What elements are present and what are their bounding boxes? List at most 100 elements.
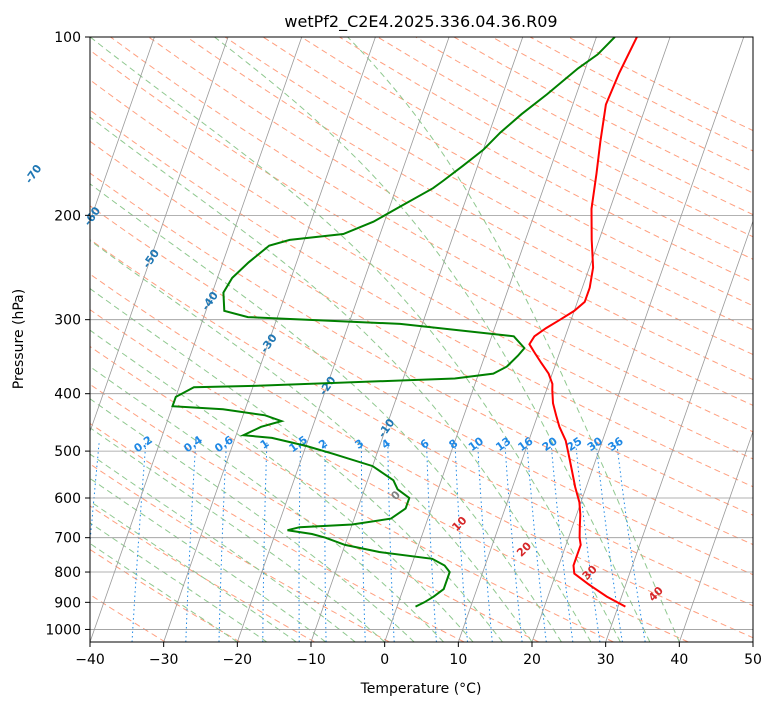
- moist-adiabat-line: [347, 37, 680, 642]
- profiles: [171, 37, 638, 608]
- dry-adiabat-line: [90, 172, 753, 546]
- isotherm-line: [605, 219, 753, 642]
- moist-adiabat-label: -50: [140, 247, 162, 271]
- moist-adiabat-line: [90, 522, 268, 642]
- y-tick-label: 100: [54, 30, 81, 46]
- mixing-ratio-line: [298, 440, 302, 642]
- dry-adiabat-line: [90, 79, 753, 460]
- mixing-ratio-line: [504, 440, 523, 642]
- dry-adiabat-line: [90, 422, 465, 642]
- dry-adiabat-line: [339, 37, 753, 260]
- moist-adiabat-label: -60: [81, 204, 103, 228]
- x-axis: −40 −30 −20 −10 0 10 20 30 40 50: [75, 642, 762, 668]
- isotherm-line: [0, 37, 7, 642]
- x-axis-title: Temperature (°C): [360, 681, 482, 697]
- isotherm-line: [236, 37, 450, 642]
- mixing-ratio-line: [185, 440, 197, 642]
- mixing-ratio-line: [90, 440, 100, 549]
- mixing-ratio-label: 3: [352, 437, 366, 452]
- mixing-ratio-line: [574, 440, 601, 642]
- y-tick-label: 900: [54, 595, 81, 611]
- mixing-ratio-line: [550, 440, 574, 642]
- dry-adiabat-line: [90, 205, 753, 576]
- mixing-ratio-label: 0.6: [212, 433, 236, 455]
- x-tick-label: 30: [597, 652, 615, 668]
- dry-adiabat-line: [224, 37, 753, 331]
- dry-adiabat-line: [90, 238, 753, 607]
- isotherm-line: [678, 430, 753, 642]
- dry-adiabat-line: [148, 37, 753, 381]
- mixing-ratio-label: 0.2: [131, 433, 154, 455]
- y-axis: 100 200 300 400 500 600 700 800 900 1000: [45, 30, 90, 638]
- isotherm-line: [310, 37, 524, 642]
- dewpoint-profile-line: [171, 37, 616, 608]
- x-tick-label: 10: [449, 652, 467, 668]
- mixing-ratio-line: [387, 440, 395, 642]
- mixing-ratio-label: 1: [258, 437, 272, 452]
- mixing-ratio-label: 0.4: [181, 433, 205, 455]
- moist-adiabat-line: [90, 427, 386, 642]
- isotherm-line: [531, 37, 745, 642]
- y-tick-label: 800: [54, 565, 81, 581]
- dry-adiabat-line: [568, 37, 753, 132]
- dry-adiabat-line: [90, 273, 753, 639]
- moist-adiabat-line: [90, 239, 533, 642]
- moist-adiabat-line: [90, 183, 562, 642]
- moist-adiabat-line: [90, 37, 621, 642]
- moist-adiabat-line: [90, 398, 415, 642]
- chart-title: wetPf2_C2E4.2025.336.04.36.R09: [284, 12, 557, 32]
- isotherm-line: [752, 640, 753, 642]
- x-tick-label: −20: [223, 652, 253, 668]
- mixing-ratio-line: [324, 440, 327, 642]
- moist-adiabat-line: [214, 37, 651, 642]
- moist-adiabat-line: [90, 453, 356, 642]
- mixing-ratio-line: [526, 440, 547, 642]
- moist-adiabat-line: [90, 500, 297, 642]
- dry-adiabat-label: 20: [514, 539, 534, 559]
- moist-adiabat-label: -30: [258, 331, 280, 355]
- mixing-ratio-line: [477, 440, 493, 642]
- dry-adiabats: [90, 37, 753, 642]
- moist-adiabat-label: -40: [199, 289, 221, 313]
- dry-adiabat-line: [90, 548, 241, 642]
- isotherm-line: [384, 37, 597, 642]
- moist-adiabat-line: [90, 477, 326, 642]
- x-tick-label: −30: [149, 652, 179, 668]
- moist-adiabat-label: -10: [375, 416, 397, 440]
- moist-adiabats: [90, 37, 680, 642]
- mixing-ratio-line: [262, 440, 268, 642]
- dry-adiabat-line: [90, 140, 753, 516]
- dry-adiabat-label: 10: [449, 514, 469, 534]
- moist-adiabat-line: [90, 287, 503, 642]
- dry-adiabat-line: [110, 37, 753, 406]
- moist-adiabat-line: [90, 116, 592, 642]
- isotherms: [0, 37, 753, 642]
- dry-adiabat-line: [529, 37, 753, 152]
- background-lines: [0, 37, 753, 642]
- x-tick-label: −10: [296, 652, 326, 668]
- y-axis-title: Pressure (hPa): [11, 289, 27, 389]
- mixing-ratio-line: [218, 440, 227, 642]
- plot-frame: [89, 36, 754, 643]
- dry-adiabat-line: [90, 109, 753, 488]
- isotherm-line: [90, 37, 303, 642]
- y-tick-label: 600: [54, 491, 81, 507]
- dry-adiabat-line: [90, 505, 315, 642]
- isobars: [90, 37, 753, 630]
- y-tick-label: 200: [54, 208, 81, 224]
- line-annotations: 0.2 0.4 0.6 1 1.5 2 3 4 6 8 10 13 16 20 25 30 3601020304…: [22, 162, 666, 604]
- x-tick-label: 0: [380, 652, 389, 668]
- dry-adiabat-label: 40: [646, 584, 666, 604]
- mixing-ratio-line: [131, 440, 147, 642]
- y-tick-label: 500: [54, 444, 81, 460]
- y-tick-label: 400: [54, 387, 81, 403]
- dry-adiabat-line: [262, 37, 753, 307]
- mixing-ratio-line: [595, 440, 623, 642]
- dry-adiabat-line: [90, 309, 689, 642]
- isotherm-line: [90, 37, 229, 433]
- y-tick-label: 700: [54, 531, 81, 547]
- dry-adiabat-line: [90, 383, 540, 642]
- x-tick-label: 20: [523, 652, 541, 668]
- dry-adiabat-line: [90, 463, 390, 642]
